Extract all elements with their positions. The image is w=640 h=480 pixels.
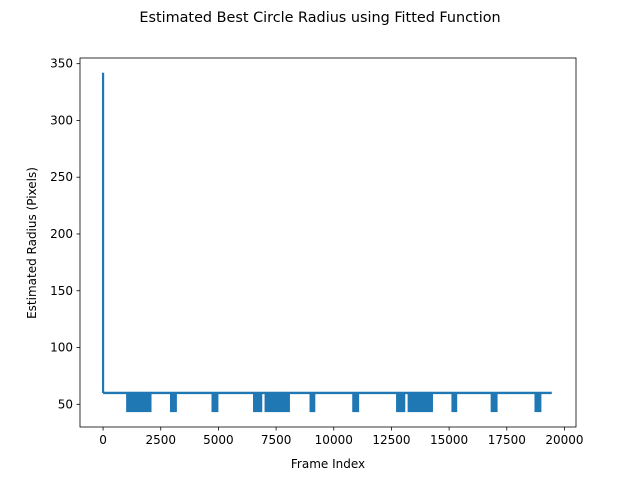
- series-dip-band: [169, 391, 177, 413]
- y-tick-label: 150: [50, 284, 73, 298]
- y-axis-label: Estimated Radius (Pixels): [25, 167, 39, 319]
- series-dip-band: [534, 391, 542, 413]
- x-tick-label: 20000: [545, 433, 583, 447]
- x-tick-label: 0: [99, 433, 107, 447]
- series-dip-band: [126, 391, 152, 413]
- series-group: [101, 72, 552, 413]
- series-dip-band: [264, 391, 290, 413]
- y-tick-label: 50: [58, 397, 73, 411]
- chart-title: Estimated Best Circle Radius using Fitte…: [139, 10, 500, 26]
- x-tick-label: 10000: [315, 433, 353, 447]
- y-tick-label: 300: [50, 113, 73, 127]
- y-tick-label: 100: [50, 341, 73, 355]
- x-axis: 0 2500 5000 7500 10000 12500 15000 17500 20000: [99, 427, 584, 447]
- series-dip-band: [253, 391, 263, 413]
- x-tick-label: 2500: [145, 433, 176, 447]
- series-dip-band: [211, 391, 219, 413]
- series-dip-band: [396, 391, 406, 413]
- x-tick-label: 15000: [430, 433, 468, 447]
- y-tick-label: 350: [50, 57, 73, 71]
- series-dip-band: [451, 391, 458, 413]
- y-axis: 50 100 150 200 250 300 350: [50, 57, 80, 411]
- series-dip-band: [352, 391, 360, 413]
- x-tick-label: 7500: [261, 433, 292, 447]
- x-tick-label: 17500: [488, 433, 526, 447]
- x-tick-label: 12500: [372, 433, 410, 447]
- plot-frame: [79, 57, 577, 428]
- x-axis-label: Frame Index: [291, 457, 365, 471]
- y-tick-label: 250: [50, 170, 73, 184]
- series-dip-band: [407, 391, 433, 413]
- series-dip-band: [309, 391, 316, 413]
- series-dip-band: [490, 391, 498, 413]
- x-tick-label: 5000: [203, 433, 234, 447]
- y-tick-label: 200: [50, 227, 73, 241]
